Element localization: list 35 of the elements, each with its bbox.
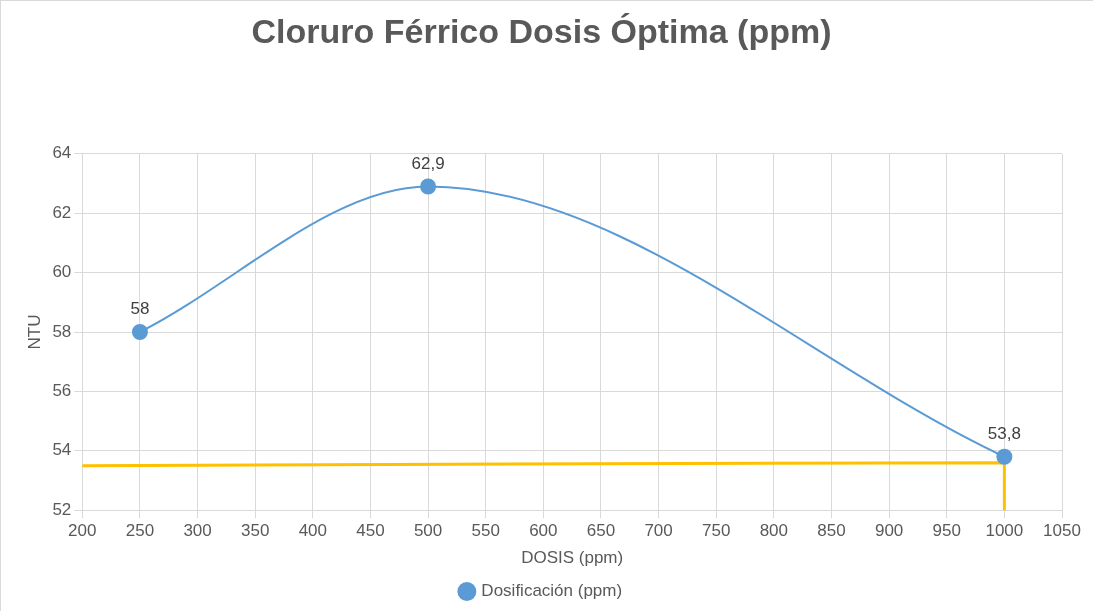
x-tick-label: 300 — [183, 521, 212, 541]
y-tick-label: 64 — [52, 143, 72, 163]
x-tick-label: 950 — [932, 521, 961, 541]
y-tick-label: 54 — [52, 440, 72, 460]
x-tick-label: 550 — [471, 521, 500, 541]
x-tick-label: 1000 — [985, 521, 1024, 541]
x-axis-title: DOSIS (ppm) — [521, 548, 624, 568]
x-tick-label: 750 — [702, 521, 731, 541]
data-label: 58 — [130, 299, 150, 319]
point — [420, 178, 437, 195]
x-tick-label: 650 — [586, 521, 616, 541]
x-tick-label: 850 — [817, 521, 846, 541]
data-label: 53,8 — [987, 423, 1021, 443]
point — [131, 324, 148, 340]
x-tick-label: 500 — [413, 521, 443, 541]
x-tick-label: 200 — [68, 521, 97, 541]
x-tick-label: 450 — [356, 521, 385, 541]
legend-label: Dosificación (ppm) — [481, 581, 623, 601]
x-tick-label: 250 — [125, 521, 155, 541]
x-tick-label: 600 — [529, 521, 558, 541]
x-tick-label: 700 — [644, 521, 673, 541]
x-tick-label: 900 — [874, 521, 904, 541]
point — [996, 448, 1013, 465]
x-tick-label: 400 — [298, 521, 328, 541]
y-axis-title: NTU — [24, 314, 44, 350]
y-tick-label: 52 — [52, 499, 72, 519]
y-tick-label: 60 — [52, 262, 72, 282]
chart-title: Cloruro Férrico Dosis Óptima (ppm) — [251, 11, 832, 50]
y-tick-label: 62 — [52, 202, 72, 222]
y-tick-label: 56 — [52, 381, 72, 401]
x-tick-label: 350 — [241, 521, 270, 541]
x-tick-label: 1050 — [1043, 521, 1081, 541]
x-tick-label: 800 — [759, 521, 789, 541]
y-tick-label: 58 — [52, 321, 72, 341]
data-label: 62,9 — [411, 153, 445, 173]
